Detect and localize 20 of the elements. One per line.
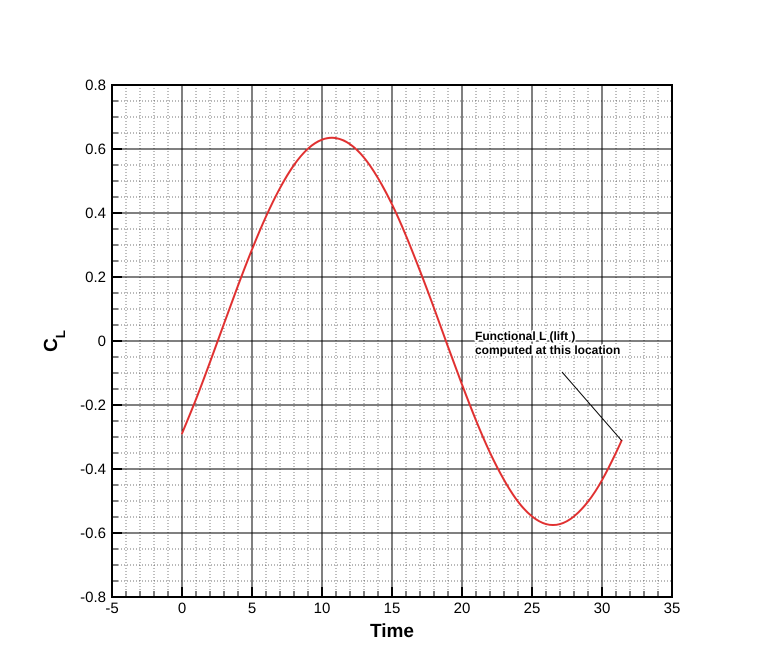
x-tick-label: 15 <box>384 600 400 617</box>
y-tick-label: 0.4 <box>85 205 106 222</box>
x-tick-label: 25 <box>524 600 540 617</box>
x-tick-label: -5 <box>105 600 119 617</box>
y-tick-label: -0.2 <box>80 397 106 414</box>
y-tick-label: 0.8 <box>85 77 106 94</box>
x-tick-label: 10 <box>314 600 330 617</box>
x-tick-label: 5 <box>248 600 256 617</box>
x-tick-label: 0 <box>178 600 186 617</box>
y-tick-label: -0.8 <box>80 589 106 606</box>
y-tick-label: 0 <box>98 333 106 350</box>
y-tick-label: -0.6 <box>80 525 106 542</box>
x-tick-label: 20 <box>454 600 470 617</box>
y-tick-label: 0.6 <box>85 141 106 158</box>
line-series <box>181 137 623 526</box>
x-axis-title: Time <box>370 621 414 642</box>
y-tick-label: 0.2 <box>85 269 106 286</box>
x-tick-label: 35 <box>664 600 680 617</box>
x-tick-label: 30 <box>594 600 610 617</box>
y-tick-label: -0.4 <box>80 461 106 478</box>
